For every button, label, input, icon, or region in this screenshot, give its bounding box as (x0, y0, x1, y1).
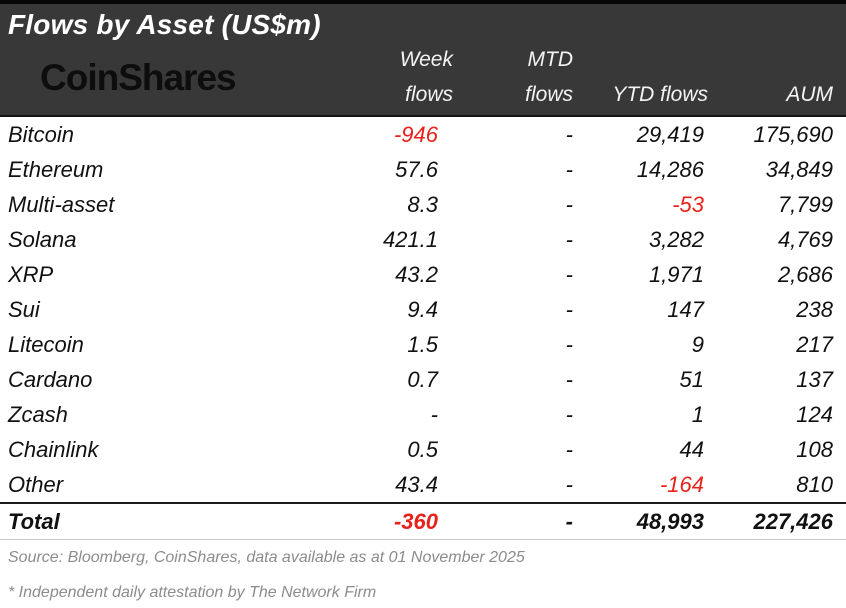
total-ytd-flows-value: 48,993 (636, 508, 704, 534)
ytd-flows-value: 9 (691, 331, 704, 357)
coinshares-logo: CoinShares (40, 56, 237, 98)
column-header-week-flows: Week flows (323, 42, 453, 112)
asset-flows-table: Bitcoin -946 - 29,419 175,690 Ethereum 5… (0, 117, 846, 540)
mtd-flows-value: - (565, 261, 573, 287)
table-row-other: Other 43.4 - -164 810 (0, 467, 846, 502)
asset-name: Ethereum (8, 156, 104, 182)
report-header: Flows by Asset (US$m) CoinShares Week fl… (0, 0, 846, 117)
ytd-flows-value: -53 (672, 191, 704, 217)
report-title: Flows by Asset (US$m) (8, 9, 321, 40)
mtd-flows-value: - (565, 296, 573, 322)
table-row-solana: Solana 421.1 - 3,282 4,769 (0, 222, 846, 257)
week-flows-value: 421.1 (382, 226, 438, 252)
aum-value: 217 (796, 331, 833, 357)
asset-name: Bitcoin (8, 121, 75, 147)
aum-value: 4,769 (777, 226, 833, 252)
aum-value: 124 (796, 401, 833, 427)
week-flows-value: 43.2 (395, 261, 438, 287)
table-row-bitcoin: Bitcoin -946 - 29,419 175,690 (0, 117, 846, 152)
ytd-flows-value: 3,282 (648, 226, 704, 252)
week-flows-value: 0.5 (407, 436, 438, 462)
aum-value: 7,799 (777, 191, 833, 217)
asset-name: Chainlink (8, 436, 99, 462)
table-row-multi-asset: Multi-asset 8.3 - -53 7,799 (0, 187, 846, 222)
total-label: Total (8, 508, 60, 534)
asset-name: Solana (8, 226, 77, 252)
week-flows-value: 1.5 (407, 331, 438, 357)
mtd-flows-value: - (565, 471, 573, 497)
ytd-flows-value: 147 (667, 296, 704, 322)
table-row-cardano: Cardano 0.7 - 51 137 (0, 362, 846, 397)
table-row-zcash: Zcash - - 1 124 (0, 397, 846, 432)
mtd-flows-value: - (565, 366, 573, 392)
asset-name: Sui (8, 296, 40, 322)
column-header-week-line1: Week (399, 48, 453, 71)
column-header-row: CoinShares Week flows MTD flows YTD flow… (0, 42, 846, 115)
asset-name: Multi-asset (8, 191, 115, 217)
week-flows-value: 8.3 (407, 191, 438, 217)
column-header-aum: AUM (786, 83, 833, 106)
week-flows-value: 43.4 (395, 471, 438, 497)
table-row-ethereum: Ethereum 57.6 - 14,286 34,849 (0, 152, 846, 187)
total-week-flows-value: -360 (393, 508, 438, 534)
ytd-flows-value: 1 (691, 401, 704, 427)
week-flows-value: 57.6 (395, 156, 438, 182)
column-header-ytd-flows: YTD flows (612, 83, 708, 106)
column-header-mtd-flows: MTD flows (453, 42, 573, 112)
table-row-xrp: XRP 43.2 - 1,971 2,686 (0, 257, 846, 292)
asset-name: XRP (8, 261, 54, 287)
table-row-total: Total -360 - 48,993 227,426 (0, 502, 846, 540)
week-flows-value: 9.4 (407, 296, 438, 322)
mtd-flows-value: - (565, 401, 573, 427)
source-note: Source: Bloomberg, CoinShares, data avai… (8, 549, 525, 566)
ytd-flows-value: 1,971 (648, 261, 704, 287)
column-header-mtd-line1: MTD (527, 48, 574, 71)
aum-value: 2,686 (777, 261, 833, 287)
table-row-litecoin: Litecoin 1.5 - 9 217 (0, 327, 846, 362)
ytd-flows-value: 44 (679, 436, 704, 462)
aum-value: 137 (796, 366, 833, 392)
mtd-flows-value: - (565, 121, 573, 147)
mtd-flows-value: - (565, 331, 573, 357)
week-flows-value: -946 (393, 121, 438, 147)
asset-name: Zcash (8, 401, 68, 427)
ytd-flows-value: 29,419 (636, 121, 704, 147)
top-border-bar (0, 0, 846, 4)
aum-value: 238 (796, 296, 833, 322)
asset-name: Litecoin (8, 331, 84, 357)
aum-value: 34,849 (765, 156, 833, 182)
table-row-sui: Sui 9.4 - 147 238 (0, 292, 846, 327)
asset-name: Other (8, 471, 64, 497)
column-header-week-line2: flows (405, 83, 453, 106)
report-footer: Source: Bloomberg, CoinShares, data avai… (0, 540, 846, 602)
total-mtd-flows-value: - (565, 508, 573, 534)
asset-name: Cardano (8, 366, 93, 392)
ytd-flows-value: -164 (659, 471, 704, 497)
aum-value: 108 (796, 436, 833, 462)
attestation-note: * Independent daily attestation by The N… (8, 584, 377, 601)
column-header-mtd-line2: flows (525, 83, 573, 106)
aum-value: 175,690 (753, 121, 833, 147)
aum-value: 810 (796, 471, 833, 497)
table-row-chainlink: Chainlink 0.5 - 44 108 (0, 432, 846, 467)
ytd-flows-value: 14,286 (636, 156, 704, 182)
mtd-flows-value: - (565, 226, 573, 252)
mtd-flows-value: - (565, 191, 573, 217)
week-flows-value: - (430, 401, 438, 427)
total-aum-value: 227,426 (753, 508, 833, 534)
mtd-flows-value: - (565, 156, 573, 182)
week-flows-value: 0.7 (407, 366, 438, 392)
mtd-flows-value: - (565, 436, 573, 462)
ytd-flows-value: 51 (679, 366, 704, 392)
